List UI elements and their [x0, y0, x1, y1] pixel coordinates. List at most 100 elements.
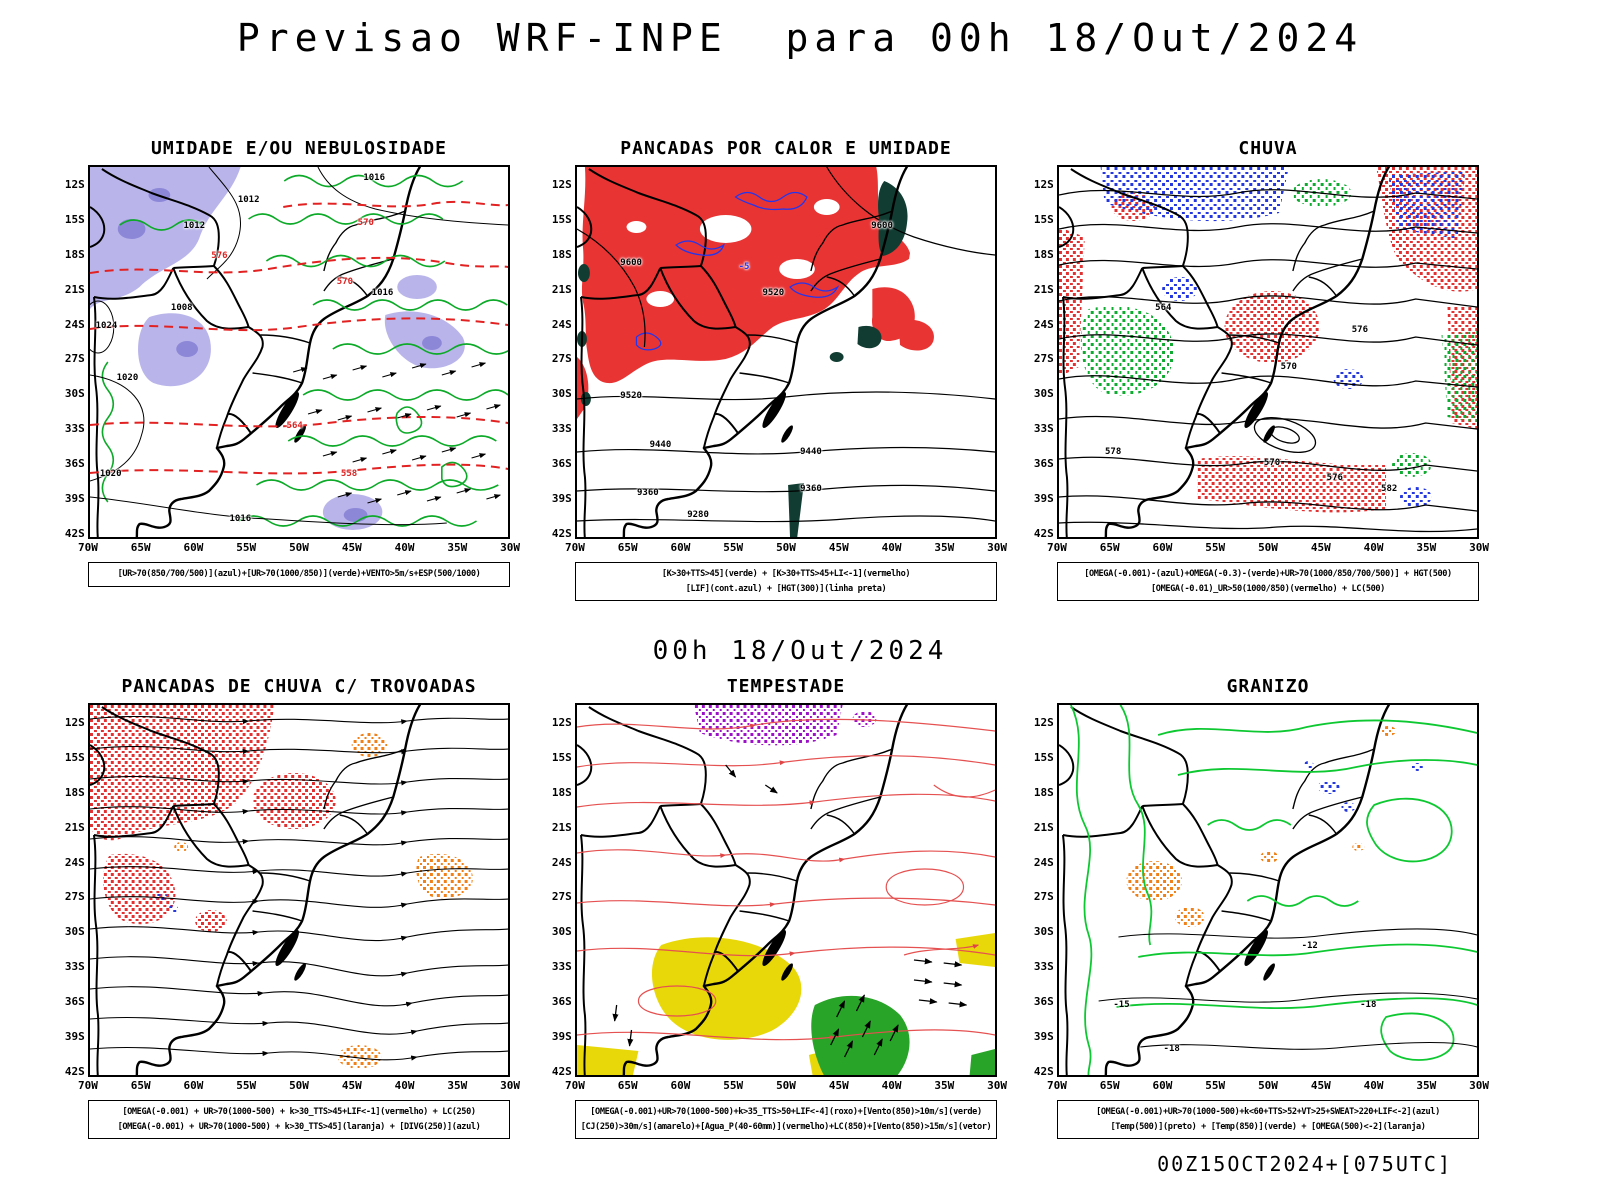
lat-tick-label: 39S: [551, 492, 572, 506]
legend-line: [OMEGA(-0.001)+UR>70(1000-500)+k>35_TTS>…: [590, 1107, 982, 1117]
map-svg-umidade: [89, 167, 508, 537]
lat-tick-label: 42S: [551, 1064, 572, 1078]
lon-tick-label: 45W: [828, 541, 849, 554]
lat-tick-label: 18S: [551, 785, 572, 799]
lat-tick-label: 18S: [64, 247, 85, 261]
legend-line: [OMEGA(-0.001)-(azul)+OMEGA(-0.3)-(verde…: [1084, 569, 1452, 579]
lat-tick-label: 27S: [551, 890, 572, 904]
lon-tick-label: 65W: [1099, 1079, 1120, 1092]
lon-tick-label: 35W: [447, 541, 468, 554]
lon-tick-label: 50W: [776, 1079, 796, 1092]
hgt300-black-contours: [576, 167, 995, 523]
panel-title: TEMPESTADE: [726, 676, 846, 697]
lat-tick-label: 21S: [64, 282, 85, 296]
lat-tick-label: 33S: [551, 960, 572, 974]
panel-title: GRANIZO: [1226, 676, 1310, 697]
panel-trovoadas: PANCADAS DE CHUVA C/ TROVOADAS 12S 15S 18S…: [58, 676, 520, 1140]
lat-tick-label: 27S: [64, 352, 85, 366]
lon-tick-label: 30W: [500, 541, 520, 554]
lon-tick-label: 55W: [236, 1079, 257, 1092]
rain-green-areas: [1080, 179, 1477, 477]
lat-tick-label: 27S: [1033, 352, 1054, 366]
lat-tick-label: 33S: [551, 422, 572, 436]
lat-tick-label: 12S: [64, 716, 85, 729]
lat-tick-label: 36S: [551, 995, 572, 1009]
temp850-green-contours: [1069, 705, 1477, 1075]
thickness-red-contours: [89, 200, 508, 475]
lat-tick-label: 30S: [64, 925, 85, 939]
lowlevel-wind-green-areas: [811, 995, 995, 1075]
lon-tick-label: 35W: [1416, 541, 1437, 554]
lon-tick-label: 60W: [183, 1079, 204, 1092]
page-title: Previsao WRF-INPE para 00h 18/Out/2024: [236, 16, 1364, 60]
latitude-axis: 12S 15S 18S 21S 24S 27S 30S 33S 36S 39S 42S: [1027, 703, 1057, 1077]
lat-tick-label: 15S: [551, 212, 572, 226]
lon-tick-label: 55W: [1205, 1079, 1226, 1092]
lat-tick-label: 24S: [64, 855, 85, 869]
lon-tick-label: 70W: [1047, 541, 1067, 554]
longitude-axis: 70W 65W 60W 55W 50W 45W 40W 35W 30W: [78, 1080, 520, 1091]
lon-tick-label: 65W: [617, 1079, 638, 1092]
map-svg-pancadas-calor: [576, 167, 995, 537]
lat-tick-label: 21S: [1033, 820, 1054, 834]
lat-tick-label: 33S: [64, 960, 85, 974]
latitude-axis: 12S 15S 18S 21S 24S 27S 30S 33S 36S 39S 42S: [58, 165, 88, 539]
lat-tick-label: 30S: [1033, 387, 1054, 401]
lon-tick-label: 55W: [723, 1079, 744, 1092]
lat-tick-label: 15S: [64, 212, 85, 226]
map-chuva: 564 576 570 578 570 576 582: [1056, 165, 1479, 539]
lon-tick-label: 65W: [130, 541, 151, 554]
lat-tick-label: 30S: [551, 925, 572, 939]
lat-tick-label: 24S: [551, 855, 572, 869]
longitude-axis: 70W 65W 60W 55W 50W 45W 40W 35W 30W: [1047, 1080, 1489, 1091]
lat-tick-label: 42S: [1033, 526, 1054, 540]
lat-tick-label: 24S: [1033, 317, 1054, 331]
lon-tick-label: 45W: [341, 541, 362, 554]
lat-tick-label: 12S: [551, 716, 572, 729]
lat-tick-label: 12S: [1033, 716, 1054, 729]
lat-tick-label: 30S: [1033, 925, 1054, 939]
panel-title: UMIDADE E/OU NEBULOSIDADE: [151, 138, 447, 159]
pressure-contours: [89, 167, 508, 526]
legend-box: [OMEGA(-0.001)-(azul)+OMEGA(-0.3)-(verde…: [1057, 562, 1479, 602]
lon-tick-label: 65W: [130, 1079, 151, 1092]
legend-line: [UR>70(850/700/500)](azul)+[UR>70(1000/8…: [117, 569, 481, 579]
map-pancadas-calor: 9600 9600 -5 9520 9520 9440 9440 9360 9360 9280: [574, 165, 997, 539]
humidity-shading: [89, 167, 465, 530]
lon-tick-label: 35W: [934, 541, 955, 554]
panel-chuva: CHUVA 12S 15S 18S 21S 24S 27S 30S 33S 36S 39S 42S: [1027, 138, 1489, 602]
map-svg-granizo: [1058, 705, 1477, 1075]
longitude-axis: 70W 65W 60W 55W 50W 45W 40W 35W 30W: [1047, 542, 1489, 553]
latitude-axis: 12S 15S 18S 21S 24S 27S 30S 33S 36S 39S 42S: [545, 165, 575, 539]
run-info-label: 00Z15OCT2024+[075UTC]: [1157, 1152, 1452, 1176]
lon-tick-label: 50W: [289, 1079, 309, 1092]
lat-tick-label: 42S: [1033, 1064, 1054, 1078]
lon-tick-label: 70W: [78, 1079, 98, 1092]
lon-tick-label: 70W: [565, 1079, 585, 1092]
lat-tick-label: 24S: [551, 317, 572, 331]
lon-tick-label: 70W: [78, 541, 98, 554]
lon-tick-label: 40W: [881, 1079, 902, 1092]
streamlines: [89, 715, 508, 1061]
lat-tick-label: 42S: [64, 526, 85, 540]
green-humidity-contours: [101, 174, 508, 527]
lat-tick-label: 18S: [551, 247, 572, 261]
storm-flowlines: [576, 718, 995, 1041]
lat-tick-label: 21S: [64, 820, 85, 834]
panel-title: CHUVA: [1238, 138, 1298, 159]
legend-box: [OMEGA(-0.001)+UR>70(1000-500)+k>35_TTS>…: [575, 1100, 997, 1140]
shower-red-areas: [89, 705, 336, 932]
lif-blue-contours: [635, 191, 840, 351]
divergence-blue-areas: [155, 892, 178, 913]
lat-tick-label: 39S: [64, 1030, 85, 1044]
panel-granizo: GRANIZO 12S 15S 18S 21S 24S 27S 30S 33S 36S 39S 42…: [1027, 676, 1489, 1140]
lon-tick-label: 55W: [236, 541, 257, 554]
legend-box: [K>30+TTS>45](verde) + [K>30+TTS>45+LI<-…: [575, 562, 997, 602]
hgt500-contours: [1058, 189, 1477, 533]
map-umidade: 1016 1012 1012 570 576 570 1016 1008 1024 1020 564…: [87, 165, 510, 539]
legend-line: [OMEGA(-0.001)+UR>70(1000-500)+k<60+TTS>…: [1096, 1107, 1440, 1117]
lat-tick-label: 33S: [64, 422, 85, 436]
legend-line: [CJ(250)>30m/s](amarelo)+[Agua_P(40-60mm…: [580, 1121, 992, 1132]
heat-shower-red-fill: [576, 167, 934, 419]
lon-tick-label: 40W: [394, 541, 415, 554]
